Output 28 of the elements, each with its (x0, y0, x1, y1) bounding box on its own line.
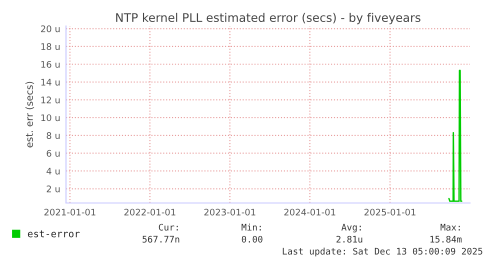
text: Avg: (341, 224, 361, 232)
text: 567.77n (142, 236, 180, 243)
chart-title: NTP kernel PLL estimated error (secs) - by fiveyears (116, 12, 420, 24)
y-tick-label: 18 u (41, 43, 60, 50)
text: Min: (242, 224, 261, 231)
text: Max: (440, 224, 460, 231)
x-tick-label: 2025-01-01 (364, 208, 416, 216)
text: Cur: (158, 224, 178, 231)
y-axis-title: est. err (secs) (25, 82, 34, 148)
x-tick-label: 2022-01-01 (124, 208, 176, 216)
legend-label: est-error (28, 230, 80, 238)
y-tick-label: 6 u (46, 150, 60, 157)
y-tick-label: 20 u (41, 25, 60, 32)
y-tick-label: 2 u (46, 186, 60, 192)
text: Last update: Sat Dec 13 05:00:09 2025 (282, 248, 482, 256)
y-tick-label: 14 u (41, 78, 60, 86)
y-tick-label: 12 u (41, 96, 60, 104)
y-tick-label: 16 u (41, 60, 60, 68)
line-series (448, 70, 462, 202)
text: 0.00 (242, 236, 262, 243)
text: 2.81u (336, 236, 362, 243)
y-tick-label: 10 u (41, 114, 60, 122)
y-tick-label: 4 u (46, 168, 60, 175)
y-tick-label: 8 u (46, 132, 60, 139)
x-tick-label: 2023-01-01 (204, 208, 256, 216)
x-tick-label: 2024-01-01 (284, 208, 336, 216)
text: 15.84m (430, 236, 462, 243)
x-tick-label: 2021-01-01 (44, 208, 96, 216)
